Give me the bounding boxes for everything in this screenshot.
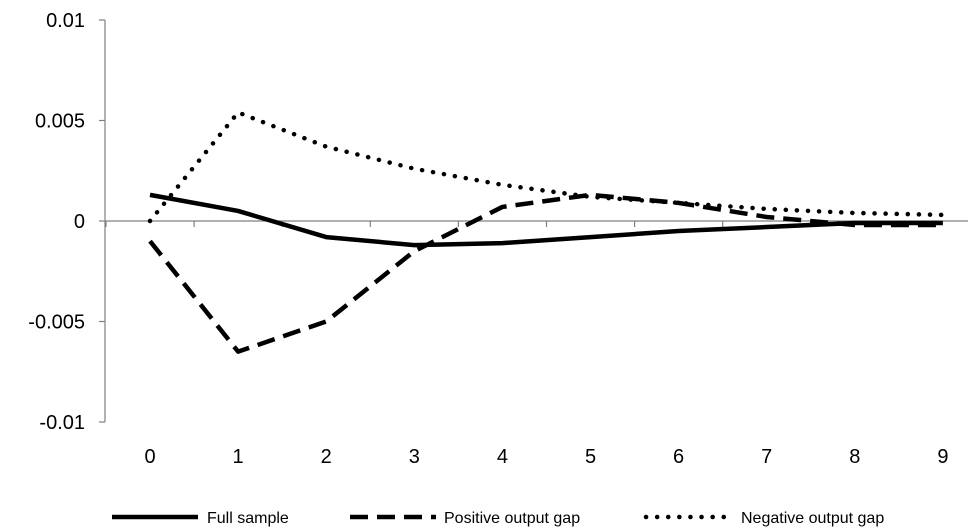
x-tick-label: 3	[409, 446, 420, 468]
x-tick-label: 5	[585, 446, 596, 468]
series-line-positive-output-gap	[148, 192, 943, 354]
series-line-negative-output-gap	[147, 110, 946, 224]
x-tick-label: 9	[937, 446, 948, 468]
y-tick-label: 0	[74, 211, 85, 233]
y-tick-label: -0.005	[28, 312, 85, 334]
legend-label-full-sample: Full sample	[207, 510, 289, 527]
x-tick-label: 7	[761, 446, 772, 468]
series-line-full-sample	[149, 192, 943, 248]
y-tick-label: 0.01	[46, 10, 85, 32]
x-tick-label: 2	[321, 446, 332, 468]
x-tick-label: 4	[497, 446, 508, 468]
series-layer	[147, 110, 946, 354]
y-tick-label: 0.005	[35, 111, 85, 133]
x-tick-label: 8	[849, 446, 860, 468]
x-tick-label: 0	[144, 446, 155, 468]
axes	[104, 20, 968, 422]
x-tick-label: 6	[673, 446, 684, 468]
x-axis-ticks: 0 1 2 3 4 5 6 7 8 9	[105, 221, 948, 468]
y-axis-ticks: 0.01 0.005 0 -0.005 -0.01	[28, 10, 105, 434]
y-tick-label: -0.01	[39, 412, 85, 434]
legend-label-positive-output-gap: Positive output gap	[444, 510, 580, 527]
legend: Full sample Positive output gap Negative o…	[112, 510, 884, 527]
legend-label-negative-output-gap: Negative output gap	[741, 510, 884, 527]
x-tick-label: 1	[233, 446, 244, 468]
